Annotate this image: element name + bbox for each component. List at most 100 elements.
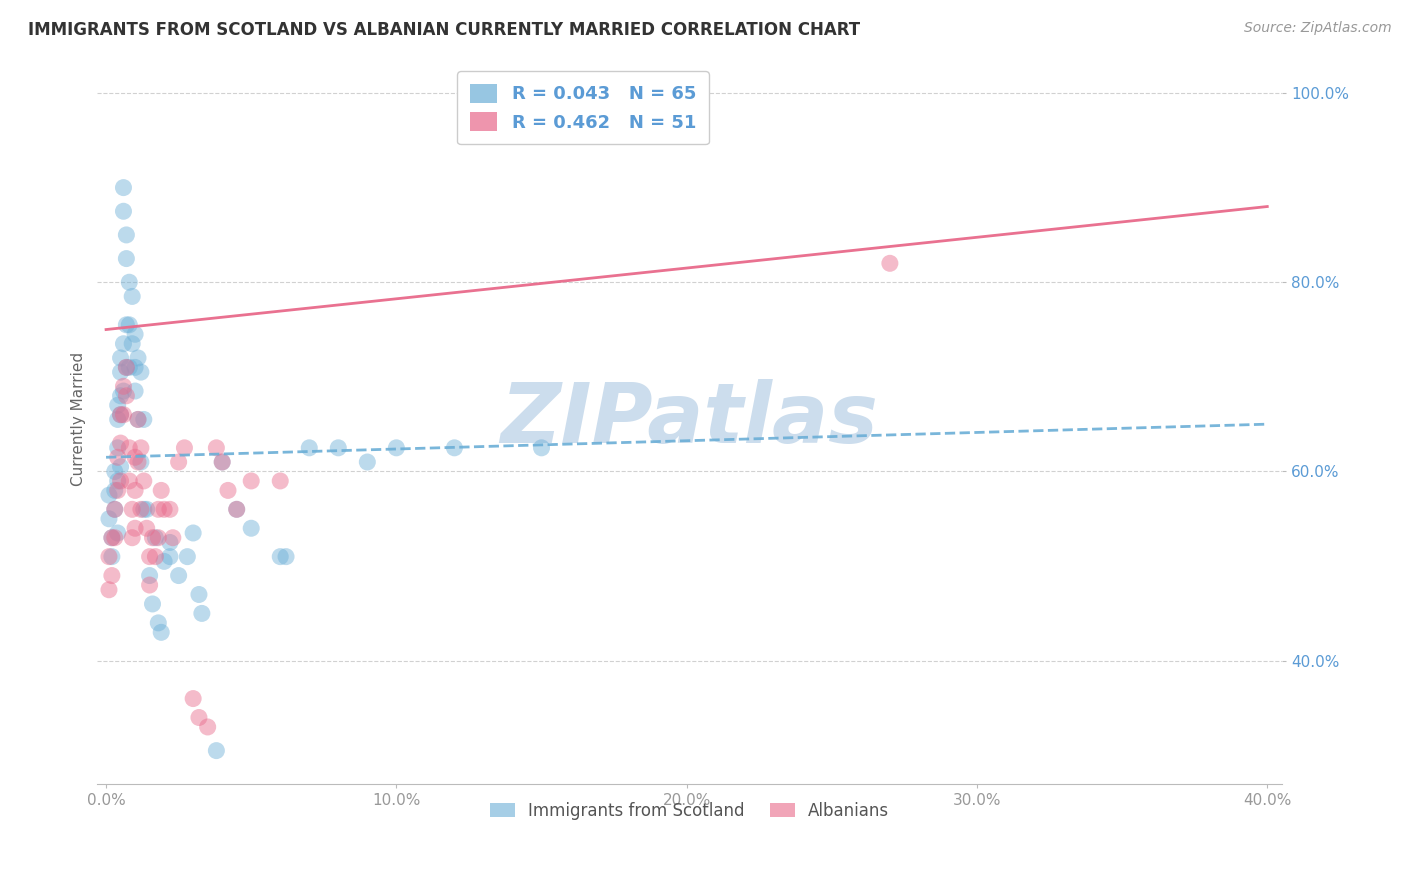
Point	[127, 455, 149, 469]
Point	[211, 455, 233, 469]
Point	[132, 474, 155, 488]
Point	[162, 531, 184, 545]
Point	[101, 531, 124, 545]
Point	[240, 474, 263, 488]
Point	[129, 502, 152, 516]
Point	[148, 531, 170, 545]
Point	[269, 474, 291, 488]
Point	[217, 483, 239, 498]
Point	[107, 483, 129, 498]
Point	[205, 441, 228, 455]
Point	[443, 441, 465, 455]
Point	[173, 441, 195, 455]
Text: IMMIGRANTS FROM SCOTLAND VS ALBANIAN CURRENTLY MARRIED CORRELATION CHART: IMMIGRANTS FROM SCOTLAND VS ALBANIAN CUR…	[28, 21, 860, 38]
Point	[101, 549, 124, 564]
Point	[530, 441, 553, 455]
Point	[110, 474, 132, 488]
Text: ZIPatlas: ZIPatlas	[501, 379, 879, 460]
Point	[211, 455, 233, 469]
Point	[124, 384, 146, 398]
Point	[110, 408, 132, 422]
Point	[153, 502, 176, 516]
Point	[145, 531, 167, 545]
Point	[97, 582, 120, 597]
Point	[879, 256, 901, 270]
Point	[118, 360, 141, 375]
Point	[188, 587, 211, 601]
Point	[124, 450, 146, 465]
Point	[110, 436, 132, 450]
Point	[127, 351, 149, 365]
Point	[115, 227, 138, 242]
Point	[115, 389, 138, 403]
Point	[150, 625, 173, 640]
Point	[205, 743, 228, 757]
Point	[112, 384, 135, 398]
Point	[132, 502, 155, 516]
Point	[110, 389, 132, 403]
Point	[145, 549, 167, 564]
Point	[274, 549, 297, 564]
Point	[104, 531, 127, 545]
Point	[110, 459, 132, 474]
Point	[138, 549, 160, 564]
Point	[298, 441, 321, 455]
Point	[135, 502, 157, 516]
Point	[138, 578, 160, 592]
Point	[104, 502, 127, 516]
Point	[159, 549, 181, 564]
Point	[115, 360, 138, 375]
Point	[110, 408, 132, 422]
Point	[112, 336, 135, 351]
Point	[112, 408, 135, 422]
Point	[141, 531, 163, 545]
Point	[97, 512, 120, 526]
Point	[191, 607, 214, 621]
Point	[124, 360, 146, 375]
Point	[112, 204, 135, 219]
Point	[181, 691, 204, 706]
Point	[127, 412, 149, 426]
Point	[112, 379, 135, 393]
Point	[112, 180, 135, 194]
Point	[148, 502, 170, 516]
Point	[129, 441, 152, 455]
Point	[118, 441, 141, 455]
Point	[121, 289, 143, 303]
Point	[107, 474, 129, 488]
Point	[141, 597, 163, 611]
Point	[135, 521, 157, 535]
Point	[118, 318, 141, 332]
Point	[107, 398, 129, 412]
Point	[115, 252, 138, 266]
Point	[124, 521, 146, 535]
Point	[110, 365, 132, 379]
Point	[269, 549, 291, 564]
Point	[101, 568, 124, 582]
Point	[153, 554, 176, 568]
Point	[150, 483, 173, 498]
Point	[356, 455, 378, 469]
Point	[225, 502, 247, 516]
Point	[107, 450, 129, 465]
Point	[121, 336, 143, 351]
Point	[176, 549, 198, 564]
Point	[159, 502, 181, 516]
Point	[181, 526, 204, 541]
Point	[124, 327, 146, 342]
Point	[118, 474, 141, 488]
Point	[127, 412, 149, 426]
Text: Source: ZipAtlas.com: Source: ZipAtlas.com	[1244, 21, 1392, 35]
Legend: Immigrants from Scotland, Albanians: Immigrants from Scotland, Albanians	[484, 795, 896, 826]
Point	[104, 483, 127, 498]
Point	[110, 351, 132, 365]
Point	[101, 531, 124, 545]
Point	[97, 549, 120, 564]
Point	[129, 455, 152, 469]
Point	[121, 531, 143, 545]
Point	[124, 483, 146, 498]
Point	[107, 412, 129, 426]
Point	[132, 412, 155, 426]
Point	[107, 526, 129, 541]
Point	[129, 365, 152, 379]
